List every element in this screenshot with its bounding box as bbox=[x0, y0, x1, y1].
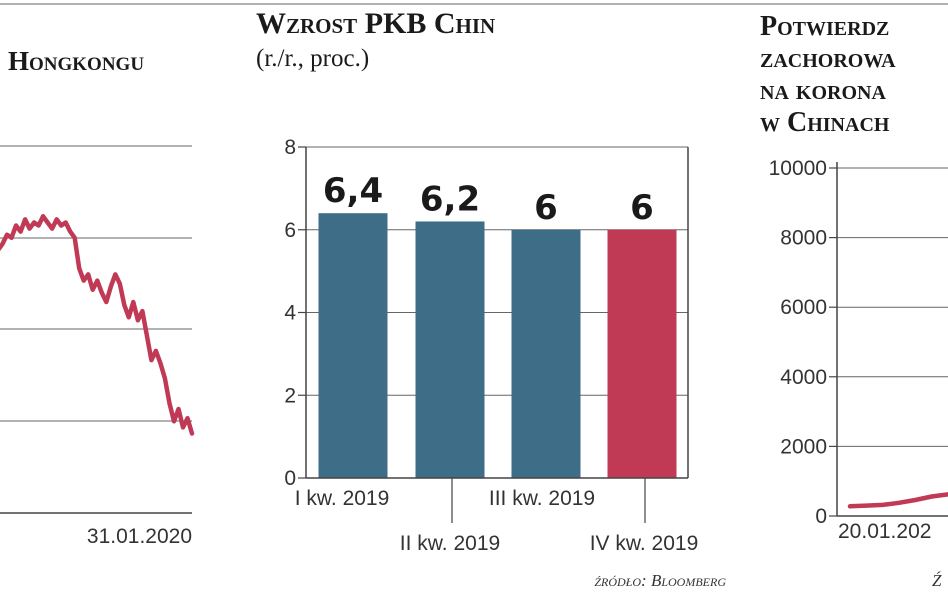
x-tick-label: II kw. 2019 bbox=[400, 532, 500, 555]
gdp-bars: 6,4 6,2 6 6 bbox=[318, 171, 677, 478]
gdp-bar bbox=[607, 229, 677, 478]
cases-title-line: na korona bbox=[760, 75, 886, 106]
y-tick-label: 0 bbox=[284, 467, 296, 490]
y-tick-label: 8 bbox=[284, 136, 296, 159]
gdp-bar-value-label: 6,4 bbox=[323, 171, 383, 211]
y-tick-label: 4 bbox=[284, 302, 296, 325]
y-tick-label: 6 bbox=[284, 219, 296, 242]
y-tick-label: 10000 bbox=[769, 157, 827, 180]
y-tick-label: 2 bbox=[284, 384, 296, 407]
gdp-subtitle: (r./r., proc.) bbox=[256, 45, 369, 72]
cases-y-ticks: 0 2000 4000 6000 8000 10000 bbox=[769, 157, 837, 528]
gdp-y-ticks: 0 2 4 6 8 bbox=[284, 136, 306, 490]
hongkong-chart: Hongkongu 31.01.2020 bbox=[0, 46, 195, 548]
cases-grid bbox=[837, 167, 948, 447]
y-tick-label: 4000 bbox=[780, 366, 827, 389]
gdp-chart: Wzrost PKB Chin (r./r., proc.) 0 2 4 6 8 6,4… bbox=[256, 7, 726, 590]
cases-title-line: Potwierdz bbox=[760, 11, 889, 42]
cases-title-line: w Chinach bbox=[760, 107, 890, 138]
x-tick-label: 20.01.202 bbox=[838, 520, 931, 543]
cases-title-line: zachorowa bbox=[760, 43, 896, 74]
x-tick-label: IV kw. 2019 bbox=[590, 532, 699, 555]
hongkong-title: Hongkongu bbox=[8, 46, 144, 76]
cases-series-line bbox=[847, 492, 948, 509]
hongkong-line-layer bbox=[0, 214, 195, 436]
source-note: źródło: Bloomberg bbox=[594, 571, 726, 590]
gdp-bar bbox=[415, 221, 485, 478]
cases-line-layer bbox=[847, 492, 948, 509]
gdp-bar bbox=[318, 213, 388, 478]
y-tick-label: 2000 bbox=[780, 435, 827, 458]
y-tick-label: 0 bbox=[815, 505, 827, 528]
y-tick-label: 8000 bbox=[780, 227, 827, 250]
y-tick-label: 6000 bbox=[780, 296, 827, 319]
hongkong-series-line bbox=[0, 214, 195, 436]
gdp-bar bbox=[511, 229, 581, 478]
x-tick-label: III kw. 2019 bbox=[489, 487, 595, 510]
gdp-bar-value-label: 6 bbox=[630, 188, 654, 228]
x-tick-label: I kw. 2019 bbox=[295, 487, 390, 510]
gdp-bar-value-label: 6 bbox=[534, 188, 558, 228]
cases-chart: Potwierdz zachorowa na korona w Chinach … bbox=[760, 11, 948, 590]
x-tick-label: 31.01.2020 bbox=[87, 525, 192, 548]
gdp-title: Wzrost PKB Chin bbox=[256, 7, 495, 40]
gdp-bar-value-label: 6,2 bbox=[420, 179, 480, 219]
source-fragment: Ź bbox=[932, 571, 942, 590]
